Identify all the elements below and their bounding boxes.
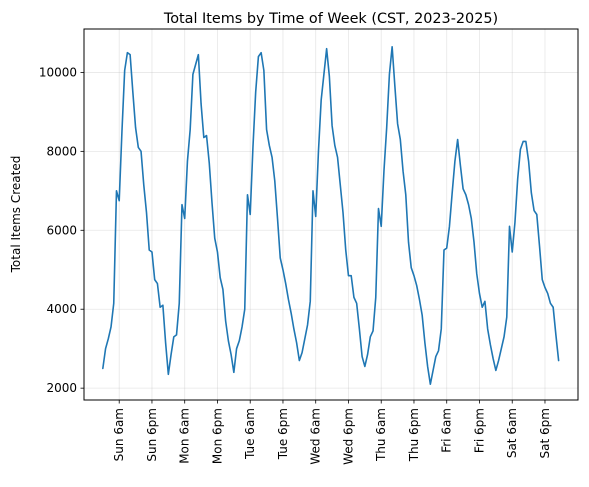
x-tick-label: Sat 6pm: [538, 408, 552, 458]
x-tick-label: Sat 6am: [505, 408, 519, 458]
y-axis-label: Total Items Created: [9, 156, 23, 274]
x-tick-label: Sun 6pm: [145, 408, 159, 462]
y-tick-label: 6000: [46, 223, 77, 237]
plot-area-frame: [83, 28, 579, 401]
y-tick-label: 10000: [39, 65, 77, 79]
y-tick-label: 8000: [46, 144, 77, 158]
x-tick-label: Fri 6pm: [472, 408, 486, 453]
y-tick-label: 4000: [46, 302, 77, 316]
chart-title: Total Items by Time of Week (CST, 2023-2…: [163, 11, 498, 27]
x-tick-label: Thu 6am: [374, 408, 388, 462]
y-tick-label: 2000: [46, 381, 77, 395]
x-tick-label: Wed 6pm: [341, 408, 355, 465]
series-line: [102, 45, 560, 386]
x-tick-label: Wed 6am: [309, 408, 323, 465]
x-tick-label: Tue 6pm: [276, 408, 290, 460]
series-layer: [102, 45, 560, 386]
x-tick-label: Mon 6am: [178, 408, 192, 464]
x-tick-label: Fri 6am: [440, 408, 454, 453]
x-tick-label: Mon 6pm: [210, 408, 224, 464]
x-tick-label: Thu 6pm: [407, 408, 421, 462]
x-tick-label: Sun 6am: [112, 408, 126, 461]
x-tick-label: Tue 6am: [243, 408, 257, 460]
x-axis: Sun 6am Sun 6pm Mon 6am Mon 6pm Tue 6am Tue 6…: [112, 400, 552, 465]
y-axis: 2000 4000 6000 8000 10000: [39, 65, 84, 395]
